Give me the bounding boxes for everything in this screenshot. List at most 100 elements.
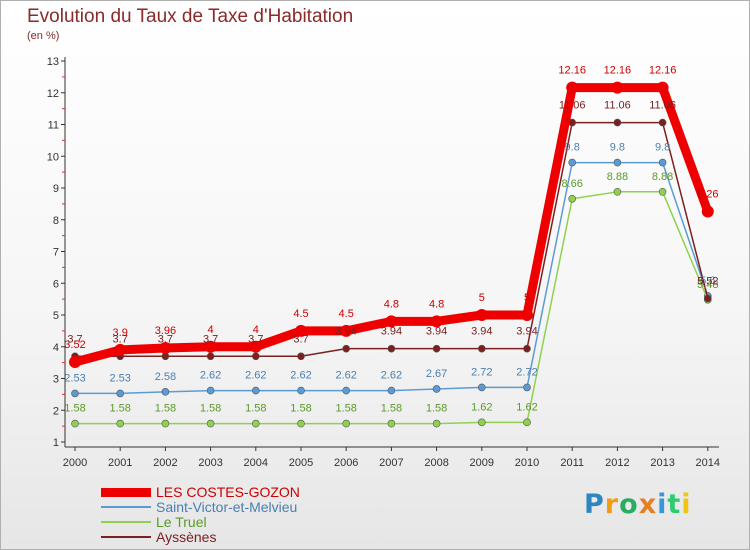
- brand-letter: i: [657, 489, 668, 520]
- legend-swatch: [101, 536, 151, 538]
- y-tick-label: 1: [53, 437, 59, 449]
- data-label: 12.16: [558, 65, 586, 77]
- data-label: 3.7: [293, 333, 308, 345]
- data-label: 1.58: [426, 403, 447, 415]
- data-point: [114, 343, 127, 356]
- x-tick-label: 2004: [244, 457, 268, 469]
- data-label: 1.58: [290, 403, 311, 415]
- x-tick-label: 2009: [470, 457, 494, 469]
- data-point: [206, 386, 215, 395]
- data-point: [206, 352, 215, 361]
- data-label: 12.16: [649, 65, 677, 77]
- x-tick-label: 2010: [515, 457, 539, 469]
- x-tick-label: 2000: [63, 457, 87, 469]
- brand-letter: i: [681, 489, 692, 520]
- data-point: [566, 81, 579, 94]
- data-point: [658, 158, 667, 167]
- data-label: 2.62: [381, 370, 402, 382]
- legend-label: LES COSTES-GOZON: [156, 484, 300, 500]
- y-tick-label: 10: [47, 151, 59, 163]
- legend-label: Le Truel: [156, 514, 207, 530]
- data-label: 8.26: [697, 188, 718, 200]
- data-point: [342, 419, 351, 428]
- x-tick-label: 2013: [650, 457, 674, 469]
- x-tick-label: 2011: [560, 457, 584, 469]
- y-tick-label: 2: [53, 405, 59, 417]
- data-label: 11.06: [649, 100, 676, 112]
- data-point: [613, 158, 622, 167]
- data-point: [249, 340, 262, 353]
- data-point: [430, 315, 443, 328]
- data-point: [340, 324, 353, 337]
- data-label: 3.94: [516, 326, 537, 338]
- data-point: [432, 385, 441, 393]
- data-label: 3.7: [203, 333, 218, 345]
- data-point: [204, 340, 217, 353]
- data-label: 1.58: [335, 403, 356, 415]
- data-label: 4.5: [293, 308, 308, 320]
- brand-letter: P: [584, 489, 605, 520]
- data-label: 3.52: [64, 339, 85, 351]
- data-label: 3.7: [158, 333, 173, 345]
- data-point: [161, 419, 170, 428]
- y-tick-label: 13: [47, 56, 59, 68]
- data-point: [475, 309, 488, 321]
- data-point: [159, 342, 172, 355]
- data-label: 11.06: [604, 100, 631, 112]
- x-tick-label: 2001: [108, 457, 132, 469]
- data-point: [71, 419, 79, 428]
- data-label: 2.62: [290, 370, 311, 382]
- legend-swatch: [101, 487, 151, 497]
- chart-unit-label: (en %): [27, 30, 60, 42]
- data-point: [295, 324, 307, 337]
- data-point: [252, 386, 260, 395]
- data-label: 12.16: [604, 65, 632, 77]
- data-point: [297, 352, 305, 361]
- brand-letter: o: [619, 489, 639, 520]
- data-label: 11.06: [559, 100, 586, 112]
- data-point: [477, 383, 486, 392]
- data-point: [523, 344, 531, 353]
- data-point: [206, 419, 215, 428]
- data-label: 8.88: [607, 171, 628, 183]
- data-point: [116, 419, 124, 428]
- data-label: 9.8: [610, 142, 625, 154]
- data-point: [613, 188, 622, 196]
- data-point: [71, 389, 79, 398]
- data-label: 3.96: [155, 325, 176, 337]
- y-tick-label: 5: [53, 310, 59, 322]
- data-label: 5: [479, 292, 485, 304]
- y-tick-label: 9: [53, 183, 59, 195]
- legend-label: Ayssènes: [156, 529, 217, 545]
- data-label: 5.48: [697, 279, 718, 291]
- data-label: 1.58: [155, 403, 176, 415]
- data-point: [477, 344, 486, 353]
- brand-logo: Proxiti: [584, 489, 692, 520]
- data-label: 5.6: [700, 275, 715, 287]
- legend-swatch: [101, 506, 151, 508]
- data-point: [656, 81, 669, 94]
- data-label: 1.58: [245, 403, 266, 415]
- data-point: [523, 383, 531, 392]
- data-label: 3.7: [113, 333, 128, 345]
- series-line-1: [74, 161, 709, 395]
- data-label: 1.58: [200, 403, 221, 415]
- data-point: [252, 352, 260, 361]
- data-point: [432, 344, 441, 353]
- data-label: 4: [208, 324, 214, 336]
- y-tick-label: 12: [47, 88, 59, 100]
- x-tick-label: 2014: [696, 457, 720, 469]
- data-label: 4.8: [384, 298, 399, 310]
- data-label: 9.8: [655, 142, 670, 154]
- data-label: 4.8: [429, 298, 444, 310]
- data-point: [385, 315, 398, 328]
- x-tick-label: 2006: [334, 457, 358, 469]
- data-label: 9.8: [565, 142, 580, 154]
- data-label: 2.58: [155, 371, 176, 383]
- data-point: [161, 388, 170, 396]
- data-label: 4: [253, 324, 259, 336]
- data-point: [523, 418, 531, 427]
- data-label: 3.94: [381, 326, 402, 338]
- data-point: [387, 344, 396, 353]
